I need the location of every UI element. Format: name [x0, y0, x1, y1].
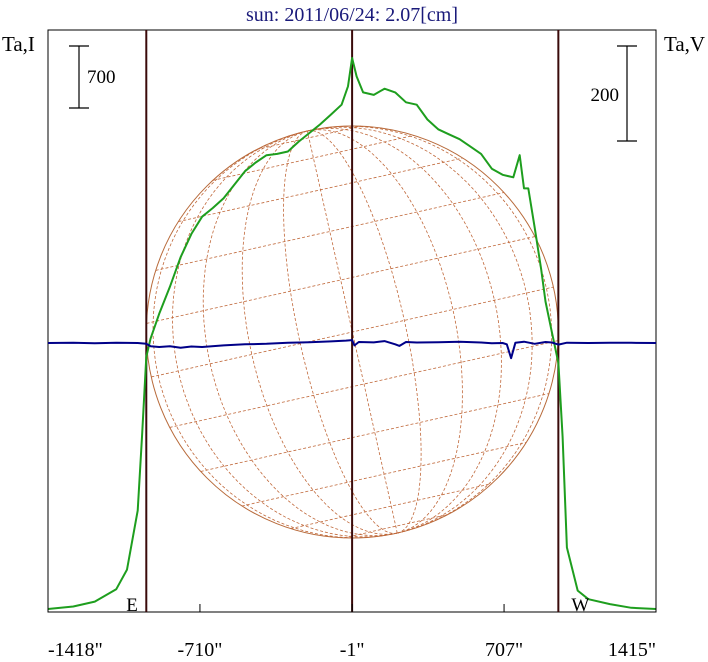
latitude-line	[146, 236, 536, 324]
series-group	[47, 57, 657, 610]
longitude-line	[307, 130, 422, 534]
limb-lines	[145, 30, 560, 612]
x-tick-label: -1418"	[48, 639, 103, 661]
latitude-line	[241, 441, 527, 507]
x-tick-label: -710"	[178, 639, 223, 661]
longitude-line	[307, 129, 463, 534]
intensity-curve	[47, 57, 657, 610]
longitude-line	[307, 127, 502, 534]
x-tick-label: 707"	[485, 639, 523, 661]
scale-bar-left-label: 700	[87, 67, 116, 88]
x-tick-label: -1"	[340, 639, 365, 661]
polarization-curve	[47, 339, 657, 360]
latitude-line	[178, 157, 463, 223]
longitude-line	[202, 130, 398, 537]
longitude-line	[307, 126, 533, 534]
longitude-line	[172, 130, 398, 538]
west-limb-label: W	[571, 595, 589, 616]
latitude-line	[212, 134, 414, 181]
chart-title: sun: 2011/06/24: 2.07[cm]	[246, 4, 458, 26]
scale-bar-right-label: 200	[591, 85, 620, 106]
right-axis-label: Ta,V	[664, 32, 705, 56]
x-tick-label: 1415"	[608, 639, 656, 661]
east-limb-label: E	[126, 595, 138, 616]
latitude-line	[169, 340, 559, 428]
latitude-line	[343, 514, 448, 539]
left-axis-label: Ta,I	[2, 32, 35, 56]
latitude-line	[200, 393, 549, 472]
longitude-line	[307, 125, 552, 534]
latitude-line	[155, 192, 505, 271]
longitude-line	[241, 130, 398, 535]
x-axis: -1418" -710" -1" 707" 1415"	[47, 604, 657, 661]
scale-bars: 700 200	[69, 45, 637, 142]
longitude-line	[152, 130, 398, 539]
latitude-line	[290, 483, 493, 529]
